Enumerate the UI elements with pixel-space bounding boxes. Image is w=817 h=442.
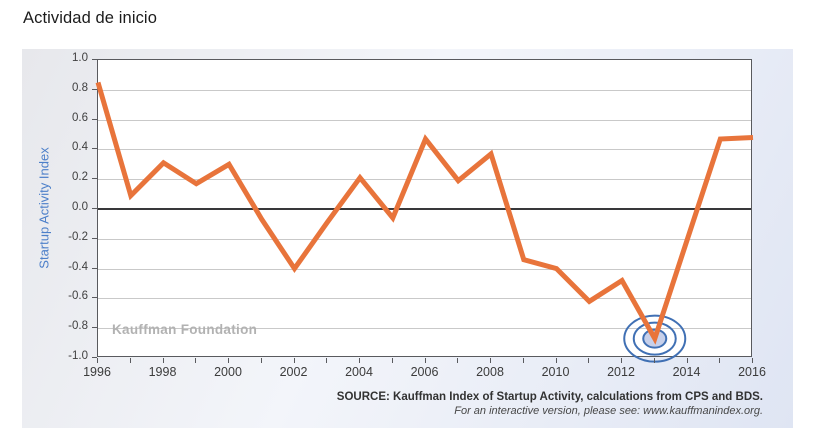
x-axis-tick — [129, 358, 131, 363]
x-tick-label: 2014 — [672, 365, 701, 379]
y-axis-tick — [92, 237, 97, 239]
y-tick-label: 0.0 — [72, 201, 88, 213]
y-tick-label: -1.0 — [68, 350, 88, 362]
x-tick-label: 2006 — [410, 365, 439, 379]
x-axis-tick — [260, 358, 262, 363]
y-axis-tick — [92, 118, 97, 120]
y-axis-tick — [92, 88, 97, 90]
x-tick-label: 2000 — [214, 365, 242, 379]
y-tick-label: 0.8 — [72, 81, 88, 94]
x-axis-tick — [752, 358, 753, 363]
x-axis-tick — [424, 358, 426, 363]
x-axis-tick — [97, 358, 98, 363]
x-axis-tick — [391, 358, 393, 363]
gridline — [98, 328, 751, 330]
y-axis-tick — [92, 59, 97, 60]
y-axis-tick — [92, 148, 97, 150]
x-axis-tick — [228, 358, 229, 363]
source-attribution: SOURCE: Kauffman Index of Startup Activi… — [337, 390, 763, 418]
x-axis-tick — [326, 358, 328, 363]
y-tick-label: -0.6 — [68, 290, 88, 303]
gridline — [98, 179, 751, 181]
gridline — [98, 89, 751, 91]
x-axis-tick — [686, 358, 688, 363]
x-axis-tick — [490, 358, 491, 363]
y-axis-tick — [92, 297, 97, 299]
y-tick-label: -0.4 — [68, 260, 88, 273]
bullseye-ring — [632, 321, 677, 356]
y-tick-label: 0.6 — [72, 111, 88, 124]
x-tick-label: 2004 — [345, 365, 373, 379]
chart-container: Startup Activity Index Kauffman Foundati… — [22, 49, 793, 428]
x-axis-tick — [588, 358, 590, 363]
y-tick-label: -0.2 — [68, 230, 88, 243]
page-title: Actividad de inicio — [23, 9, 157, 27]
gridline — [98, 238, 751, 240]
y-axis-tick — [92, 208, 97, 209]
source-line: SOURCE: Kauffman Index of Startup Activi… — [336, 391, 763, 403]
x-axis-tick — [195, 358, 197, 363]
y-tick-label: 1.0 — [72, 52, 88, 64]
y-axis-tick — [92, 267, 97, 269]
gridline — [98, 119, 751, 121]
x-tick-label: 1998 — [148, 365, 177, 379]
gridline — [98, 298, 751, 300]
startup-activity-line-chart — [95, 81, 754, 363]
x-axis-tick — [653, 358, 655, 363]
y-axis-tick — [92, 327, 97, 329]
x-axis-tick — [457, 358, 459, 363]
x-axis-tick — [621, 358, 622, 363]
x-axis-tick — [162, 358, 164, 363]
x-axis-tick — [719, 358, 721, 363]
gridline — [98, 149, 751, 151]
x-tick-label: 2016 — [738, 365, 766, 379]
x-axis-tick — [293, 358, 295, 363]
y-axis-tick — [92, 178, 97, 180]
y-axis-tick — [92, 357, 97, 358]
y-tick-label: 0.2 — [72, 171, 88, 184]
x-tick-label: 2010 — [541, 365, 570, 379]
x-tick-label: 2002 — [279, 365, 308, 379]
gridline — [98, 268, 751, 270]
bullseye-ring — [623, 314, 687, 363]
x-tick-label: 2008 — [476, 365, 504, 379]
y-tick-label: 0.4 — [72, 141, 88, 154]
x-axis-tick — [359, 358, 360, 363]
interactive-version-note: For an interactive version, please see: … — [454, 405, 763, 417]
startup-activity-index-line — [95, 81, 754, 345]
x-axis-tick — [555, 358, 557, 363]
zero-gridline — [98, 208, 751, 210]
kauffman-watermark: Kauffman Foundation — [112, 322, 258, 337]
x-axis-tick — [522, 358, 524, 363]
x-tick-label: 1996 — [83, 365, 111, 379]
plot-area: Kauffman Foundation — [95, 59, 754, 363]
x-tick-label: 2012 — [607, 365, 635, 379]
y-tick-label: -0.8 — [68, 320, 88, 333]
